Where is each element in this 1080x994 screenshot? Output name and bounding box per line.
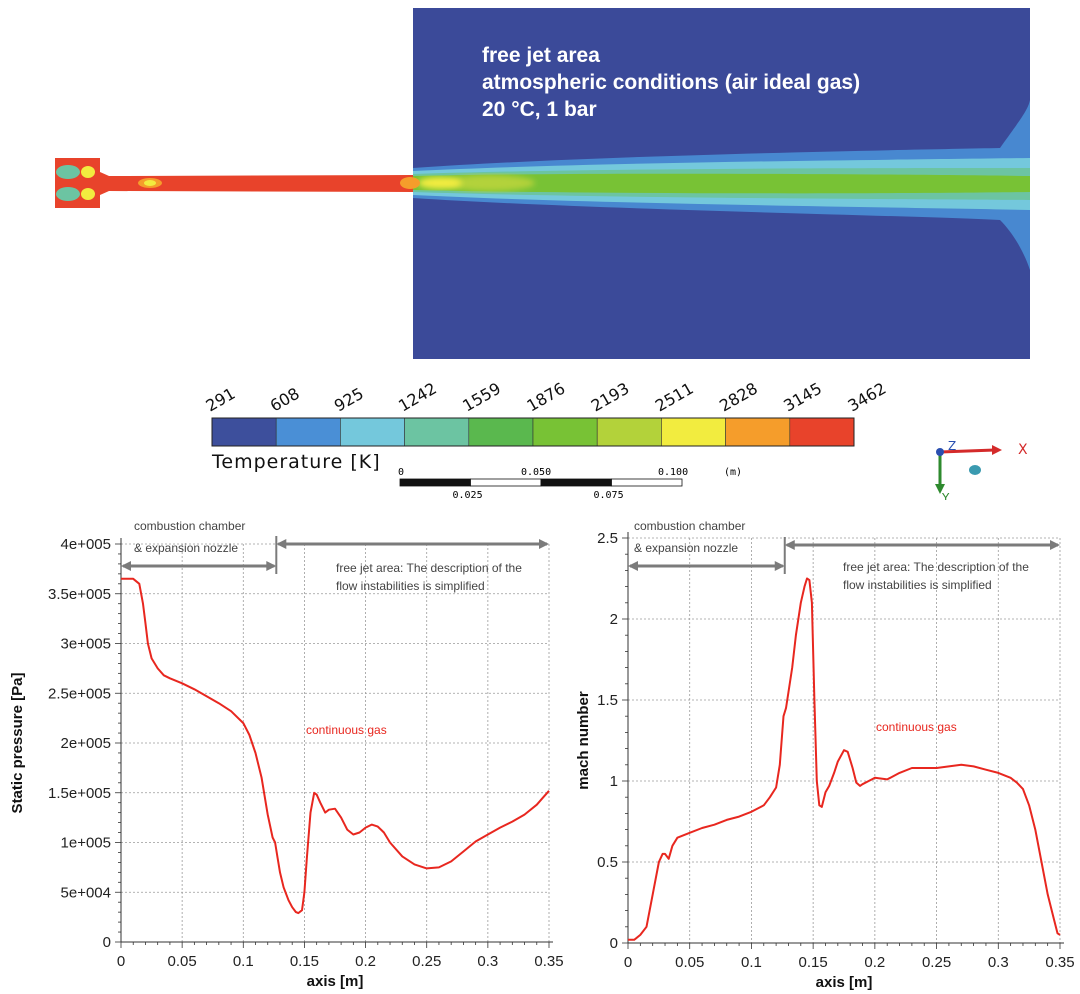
mach-chart: 0 0.05 0.1 0.15 0.2 0.25 0.3 0.35 0 0.5 1 1.5 2 2.5 ax… (575, 519, 1075, 991)
y-axis-title: mach number (575, 691, 592, 790)
y-tick-label: 3e+005 (61, 636, 111, 653)
y-tick-label: 2e+005 (61, 735, 111, 752)
x-tick-label: 0.1 (741, 954, 762, 971)
y-tick-label: 1 (610, 773, 618, 790)
x-tick-label: 0.2 (355, 953, 376, 970)
x-tick-label: 0.3 (988, 954, 1009, 971)
y-tick-label: 1.5 (597, 692, 618, 709)
x-tick-label: 0 (117, 953, 125, 970)
y-tick-label: 0 (103, 934, 111, 951)
x-axis-title: axis [m] (816, 974, 873, 991)
y-tick-label: 0.5 (597, 854, 618, 871)
region-arrowhead (539, 539, 549, 549)
region-label: & expansion nozzle (634, 541, 738, 555)
region-label: free jet area: The description of the (336, 561, 522, 575)
region-label: flow instabilities is simplified (336, 579, 485, 593)
x-axis-title: axis [m] (307, 973, 364, 990)
region-arrowhead (1050, 540, 1060, 550)
data-line (628, 579, 1060, 940)
region-label: combustion chamber (634, 519, 745, 533)
y-axis-title: Static pressure [Pa] (9, 673, 26, 814)
region-arrowhead (121, 561, 131, 571)
y-tick-label: 3.5e+005 (48, 586, 111, 603)
region-arrowhead (276, 539, 286, 549)
y-tick-label: 2.5 (597, 530, 618, 547)
x-tick-label: 0.35 (534, 953, 563, 970)
region-arrowhead (266, 561, 276, 571)
x-tick-label: 0.25 (922, 954, 951, 971)
curve-label: continuous gas (306, 723, 387, 737)
y-tick-label: 5e+004 (61, 884, 111, 901)
pressure-chart: 0 0.05 0.1 0.15 0.2 0.25 0.3 0.35 0 5e+004 1e+005 1… (9, 519, 564, 990)
x-tick-label: 0 (624, 954, 632, 971)
y-tick-label: 1.5e+005 (48, 785, 111, 802)
x-tick-label: 0.15 (290, 953, 319, 970)
x-tick-label: 0.05 (168, 953, 197, 970)
x-tick-label: 0.05 (675, 954, 704, 971)
x-tick-label: 0.35 (1045, 954, 1074, 971)
region-arrowhead (775, 561, 785, 571)
y-tick-label: 2.5e+005 (48, 685, 111, 702)
y-tick-label: 0 (610, 935, 618, 952)
region-label: combustion chamber (134, 519, 245, 533)
region-label: flow instabilities is simplified (843, 578, 992, 592)
y-tick-label: 4e+005 (61, 536, 111, 553)
x-tick-label: 0.15 (799, 954, 828, 971)
region-label: free jet area: The description of the (843, 560, 1029, 574)
data-line (121, 579, 549, 913)
x-tick-label: 0.2 (864, 954, 885, 971)
curve-label: continuous gas (876, 720, 957, 734)
y-tick-label: 1e+005 (61, 835, 111, 852)
x-tick-label: 0.1 (233, 953, 254, 970)
y-tick-label: 2 (610, 611, 618, 628)
x-tick-label: 0.25 (412, 953, 441, 970)
region-arrowhead (628, 561, 638, 571)
region-label: & expansion nozzle (134, 541, 238, 555)
region-arrowhead (785, 540, 795, 550)
x-tick-label: 0.3 (477, 953, 498, 970)
